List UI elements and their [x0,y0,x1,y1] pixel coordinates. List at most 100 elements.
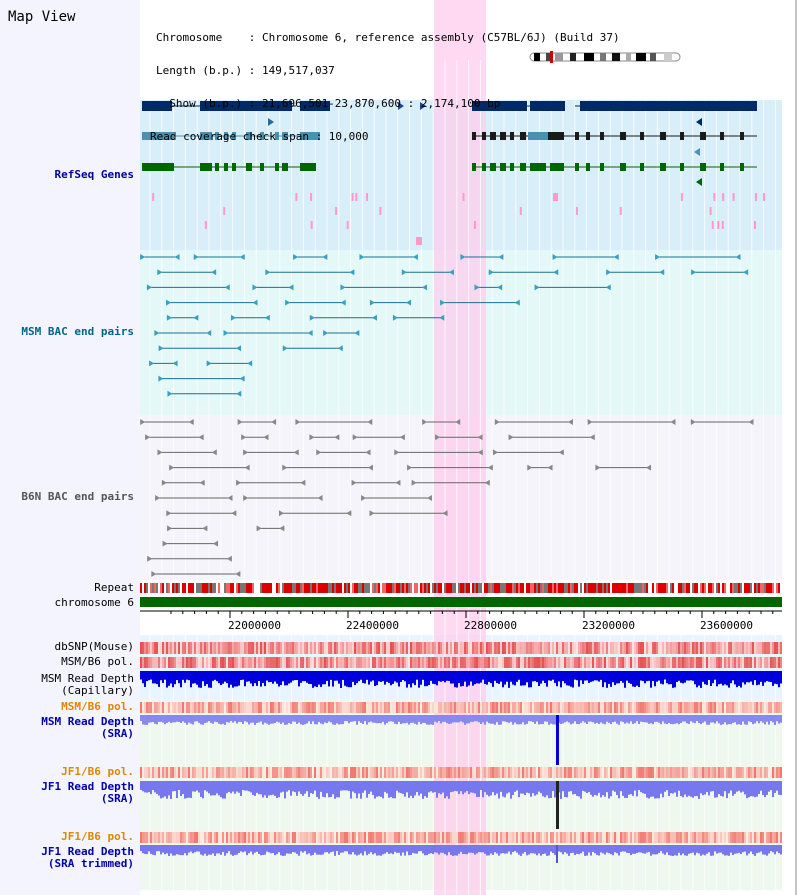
track-label-msm-b6-pol-2[interactable]: MSM/B6 pol. [61,700,134,713]
repeat-segment [576,583,578,593]
depth-bar [342,715,344,725]
depth-bar [592,671,594,682]
depth-bar [636,671,638,686]
repeat-segment [636,583,638,593]
pol-heat-cell [524,832,526,843]
depth-bar [662,671,664,685]
depth-bar [420,715,422,725]
pol-heat-cell [460,702,462,713]
repeat-segment [492,583,494,593]
repeat-segment [396,583,398,593]
repeat-segment [226,583,228,593]
depth-bar [286,715,288,725]
depth-bar [370,845,372,853]
depth-bar [350,845,352,855]
depth-bar [152,845,154,855]
track-label-msm-b6-pol[interactable]: MSM/B6 pol. [61,655,134,668]
repeat-segment [622,583,624,593]
track-label-msm-depth-sra[interactable]: MSM Read Depth (SRA) [41,715,134,740]
pol-heat-cell [294,702,296,713]
depth-bar [584,845,586,856]
pol-heat-cell [724,832,726,843]
pol-heat-cell [622,657,624,668]
depth-bar [334,845,336,856]
pol-heat-cell [274,642,276,654]
pol-heat-cell [678,642,680,654]
repeat-segment [320,583,322,593]
depth-bar [496,671,498,684]
pol-heat-cell [246,832,248,843]
b6n-bac-end-icon [263,434,269,441]
pol-heat-cell [190,702,192,713]
pol-heat-cell [620,832,622,843]
pol-heat-cell [198,702,200,713]
depth-bar [454,715,456,723]
depth-bar [634,781,636,791]
pol-heat-cell [398,702,400,713]
depth-bar [706,845,708,854]
depth-bar [420,845,422,852]
depth-bar [500,671,502,682]
depth-bar [562,845,564,855]
repeat-segment [466,583,468,593]
depth-bar [710,845,712,856]
depth-bar [304,671,306,682]
pol-heat-cell [428,642,430,654]
pol-heat-cell [146,767,148,778]
pol-heat-cell [306,702,308,713]
repeat-segment [194,583,196,593]
repeat-segment [598,583,600,593]
pol-heat-cell [218,642,220,654]
depth-bar [738,781,740,791]
depth-bar [686,715,688,724]
track-label-jf1-depth-sra[interactable]: JF1 Read Depth (SRA) [41,780,134,805]
pol-heat-cell [500,767,502,778]
depth-bar [602,845,604,854]
track-label-jf1-b6-pol-2[interactable]: JF1/B6 pol. [61,830,134,843]
pol-heat-cell [376,832,378,843]
depth-bar [670,715,672,725]
track-label-jf1-b6-pol[interactable]: JF1/B6 pol. [61,765,134,778]
pol-heat-cell [548,642,550,654]
depth-bar [272,781,274,795]
depth-bar [638,781,640,791]
repeat-segment [268,583,270,593]
track-label-panel [0,0,140,895]
pol-heat-cell [252,702,254,713]
gene-exon [300,163,316,171]
track-label-chromosome[interactable]: chromosome 6 [54,596,134,609]
repeat-segment [288,583,290,593]
track-label-jf1-depth-trimmed[interactable]: JF1 Read Depth (SRA trimmed) [41,845,134,870]
track-label-repeat[interactable]: Repeat [94,581,134,594]
pol-heat-cell [518,767,520,778]
pol-heat-cell [720,657,722,668]
track-label-refseq[interactable]: RefSeq Genes [54,168,134,181]
pol-heat-cell [498,642,500,654]
pol-heat-cell [536,657,538,668]
depth-bar [692,715,694,723]
b6n-bac-end-icon [199,479,205,486]
pol-heat-cell [738,767,740,778]
b6n-bac-end-icon [282,464,288,471]
depth-bar [388,671,390,683]
depth-bar [780,845,782,855]
track-label-msm-bac[interactable]: MSM BAC end pairs [21,325,134,338]
pol-heat-cell [674,642,676,654]
pol-heat-cell [614,642,616,654]
depth-bar [686,671,688,681]
depth-bar [350,671,352,688]
track-label-b6n-bac[interactable]: B6N BAC end pairs [21,490,134,503]
pol-heat-cell [452,657,454,668]
pol-heat-cell [332,767,334,778]
pol-heat-cell [372,657,374,668]
depth-bar [504,845,506,854]
pol-heat-cell [176,832,178,843]
pol-heat-cell [768,832,770,843]
repeat-segment [424,583,426,593]
track-label-dbsnp[interactable]: dbSNP(Mouse) [54,640,134,653]
repeat-segment [590,583,592,593]
track-label-msm-depth-capillary[interactable]: MSM Read Depth (Capillary) [41,672,134,697]
pol-heat-cell [482,832,484,843]
repeat-segment [700,583,702,593]
